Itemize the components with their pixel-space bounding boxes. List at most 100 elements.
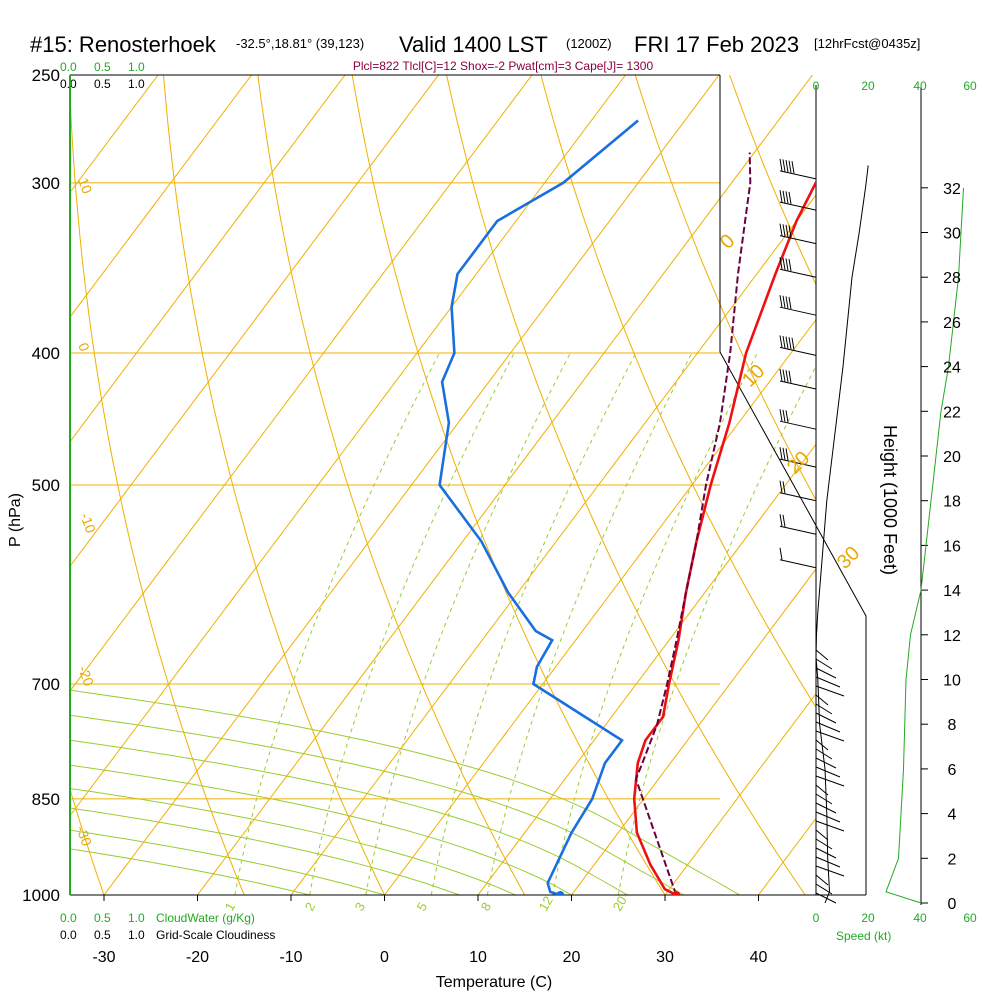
- height-tick-label: 22: [943, 404, 961, 421]
- wind-barb-flag: [785, 159, 789, 173]
- stability-indices: Plcl=822 Tlcl[C]=12 Shox=-2 Pwat[cm]=3 C…: [353, 59, 654, 73]
- speed-tick-bottom: 20: [861, 911, 875, 925]
- wind-barb-flag: [785, 258, 789, 271]
- wind-barb-flag: [785, 410, 789, 423]
- pressure-tick-label: 700: [32, 675, 60, 694]
- mixing-ratio-label: 20: [610, 893, 630, 913]
- low-level-barb: [815, 694, 829, 706]
- wind-barb: [779, 368, 817, 390]
- isotherm-line: [664, 692, 816, 895]
- low-level-barb: [815, 892, 837, 904]
- low-level-barb: [815, 802, 837, 814]
- surface-temp-marker: [672, 891, 681, 895]
- wind-barb-flag: [782, 369, 786, 382]
- wind-barb-staff: [779, 346, 817, 356]
- low-level-barb: [815, 838, 833, 850]
- dry-adiabat-line: [634, 75, 816, 501]
- wind-barb: [779, 409, 817, 430]
- surface-dew-marker: [556, 891, 565, 895]
- height-tick-label: 14: [943, 583, 961, 600]
- height-axis-title: Height (1000 Feet): [880, 425, 900, 575]
- station-coords: -32.5°,18.81° (39,123): [236, 36, 364, 51]
- x-tick-label: -30: [92, 949, 115, 966]
- low-level-barb: [815, 712, 837, 724]
- isotherm-label: -10: [77, 511, 99, 536]
- wind-barb: [779, 514, 817, 535]
- x-tick-label: 40: [750, 949, 768, 966]
- speed-tick-top: 60: [963, 79, 977, 93]
- speed-tick-bottom: 40: [913, 911, 927, 925]
- isotherm-label: 0: [75, 341, 93, 354]
- mixing-ratio-line: [430, 352, 637, 895]
- moist-adiabat-line: [70, 787, 516, 895]
- x-tick-label: -10: [279, 949, 302, 966]
- isotherm-line: [571, 568, 816, 895]
- speed-profile-line: [815, 165, 869, 904]
- sounding-profiles: [438, 119, 816, 895]
- wind-barb-flag: [779, 447, 783, 460]
- height-tick-label: 4: [948, 807, 957, 824]
- dry-adiabats: [70, 75, 1000, 895]
- pressure-tick-label: 400: [32, 344, 60, 363]
- valid-time: Valid 1400 LST: [399, 32, 548, 57]
- wind-barb-flag: [779, 409, 783, 422]
- wind-barb-flag: [782, 409, 786, 422]
- y-axis-title: P (hPa): [7, 493, 24, 547]
- pressure-tick-label: 850: [32, 790, 60, 809]
- wind-barb-flag: [782, 224, 786, 237]
- frame-right-diagonal: [719, 351, 867, 895]
- cloudiness-tick-bottom-0: 0.0: [60, 928, 77, 942]
- height-tick-label: 18: [943, 494, 961, 511]
- wind-barb-flag: [785, 296, 789, 309]
- wind-barb-flag: [785, 191, 789, 204]
- wind-barb: [779, 480, 817, 502]
- parcel-line: [634, 152, 752, 895]
- wind-barb-staff: [779, 458, 817, 468]
- wind-barb-flag: [779, 158, 783, 171]
- moist-adiabat-line: [70, 689, 741, 895]
- wind-barb-flag: [791, 337, 795, 350]
- pressure-tick-label: 1000: [22, 886, 60, 905]
- plot-frame: [69, 74, 928, 905]
- wind-barb-flag: [782, 257, 786, 270]
- wind-barb-staff: [779, 268, 817, 278]
- wind-panel: [779, 158, 964, 904]
- isotherm-line: [70, 75, 252, 318]
- wind-barb-staff: [779, 525, 817, 535]
- wind-barb-flag: [788, 191, 792, 205]
- wind-barb-flag: [785, 224, 789, 237]
- height-tick-label: 20: [943, 449, 961, 466]
- wind-barb-staff: [779, 420, 817, 430]
- wind-barb-staff: [779, 170, 817, 180]
- wind-barb-flag: [788, 258, 792, 272]
- forecast-info: [12hrFcst@0435z]: [814, 36, 920, 51]
- dry-adiabat-line: [824, 75, 1000, 895]
- wind-barb-staff: [779, 380, 817, 390]
- isotherm-line: [852, 75, 1000, 895]
- speed-tick-top: 0: [813, 79, 820, 93]
- low-level-barb: [815, 667, 837, 679]
- cloudwater-tick-top-2: 1.0: [128, 60, 145, 74]
- wind-barb-flag: [779, 480, 783, 493]
- mixing-ratio-line: [234, 352, 440, 895]
- low-level-barb: [815, 730, 845, 742]
- dry-adiabat-line: [540, 75, 816, 709]
- low-level-barb: [815, 829, 829, 841]
- cloudwater-tick-top-0: 0.0: [60, 60, 77, 74]
- wind-barb-flag: [779, 190, 783, 203]
- mixing-ratio-lines: [234, 352, 816, 895]
- forecast-date: FRI 17 Feb 2023: [634, 32, 799, 57]
- wind-barb: [779, 190, 817, 211]
- wind-barb-flag: [788, 160, 792, 173]
- wind-barb-flag: [788, 337, 792, 350]
- x-tick-label: 0: [380, 949, 389, 966]
- height-profile-line: [885, 187, 964, 904]
- cloudiness-tick-bottom-1: 0.5: [94, 928, 111, 942]
- adiabat-label: 30: [833, 542, 864, 573]
- height-tick-label: 0: [948, 896, 957, 913]
- height-tick-label: 28: [943, 270, 961, 287]
- cloudwater-tick-bottom-1: 0.5: [94, 911, 111, 925]
- wind-barb-flag: [782, 190, 786, 203]
- cloudiness-tick-top-2: 1.0: [128, 77, 145, 91]
